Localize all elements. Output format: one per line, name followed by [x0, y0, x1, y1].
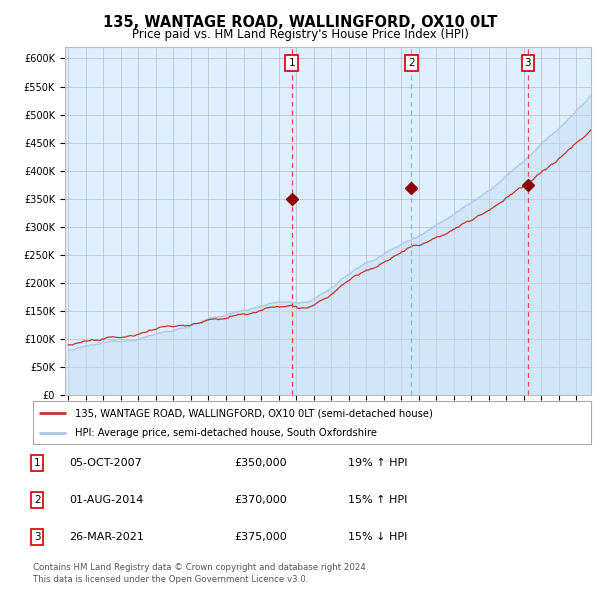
Text: HPI: Average price, semi-detached house, South Oxfordshire: HPI: Average price, semi-detached house,…	[75, 428, 377, 438]
Text: Contains HM Land Registry data © Crown copyright and database right 2024.: Contains HM Land Registry data © Crown c…	[33, 563, 368, 572]
Text: 15% ↓ HPI: 15% ↓ HPI	[348, 532, 407, 542]
Text: 26-MAR-2021: 26-MAR-2021	[69, 532, 144, 542]
Text: £350,000: £350,000	[234, 458, 287, 468]
Text: 135, WANTAGE ROAD, WALLINGFORD, OX10 0LT (semi-detached house): 135, WANTAGE ROAD, WALLINGFORD, OX10 0LT…	[75, 408, 433, 418]
Text: 2: 2	[34, 496, 41, 505]
Text: 3: 3	[34, 532, 41, 542]
Text: This data is licensed under the Open Government Licence v3.0.: This data is licensed under the Open Gov…	[33, 575, 308, 584]
Text: 15% ↑ HPI: 15% ↑ HPI	[348, 496, 407, 505]
Text: 1: 1	[289, 58, 295, 68]
Text: 01-AUG-2014: 01-AUG-2014	[69, 496, 143, 505]
Text: £375,000: £375,000	[234, 532, 287, 542]
Text: 135, WANTAGE ROAD, WALLINGFORD, OX10 0LT: 135, WANTAGE ROAD, WALLINGFORD, OX10 0LT	[103, 15, 497, 30]
Text: £370,000: £370,000	[234, 496, 287, 505]
Text: 19% ↑ HPI: 19% ↑ HPI	[348, 458, 407, 468]
Text: 05-OCT-2007: 05-OCT-2007	[69, 458, 142, 468]
Text: 3: 3	[524, 58, 531, 68]
Text: 2: 2	[408, 58, 415, 68]
Text: 1: 1	[34, 458, 41, 468]
Text: Price paid vs. HM Land Registry's House Price Index (HPI): Price paid vs. HM Land Registry's House …	[131, 28, 469, 41]
